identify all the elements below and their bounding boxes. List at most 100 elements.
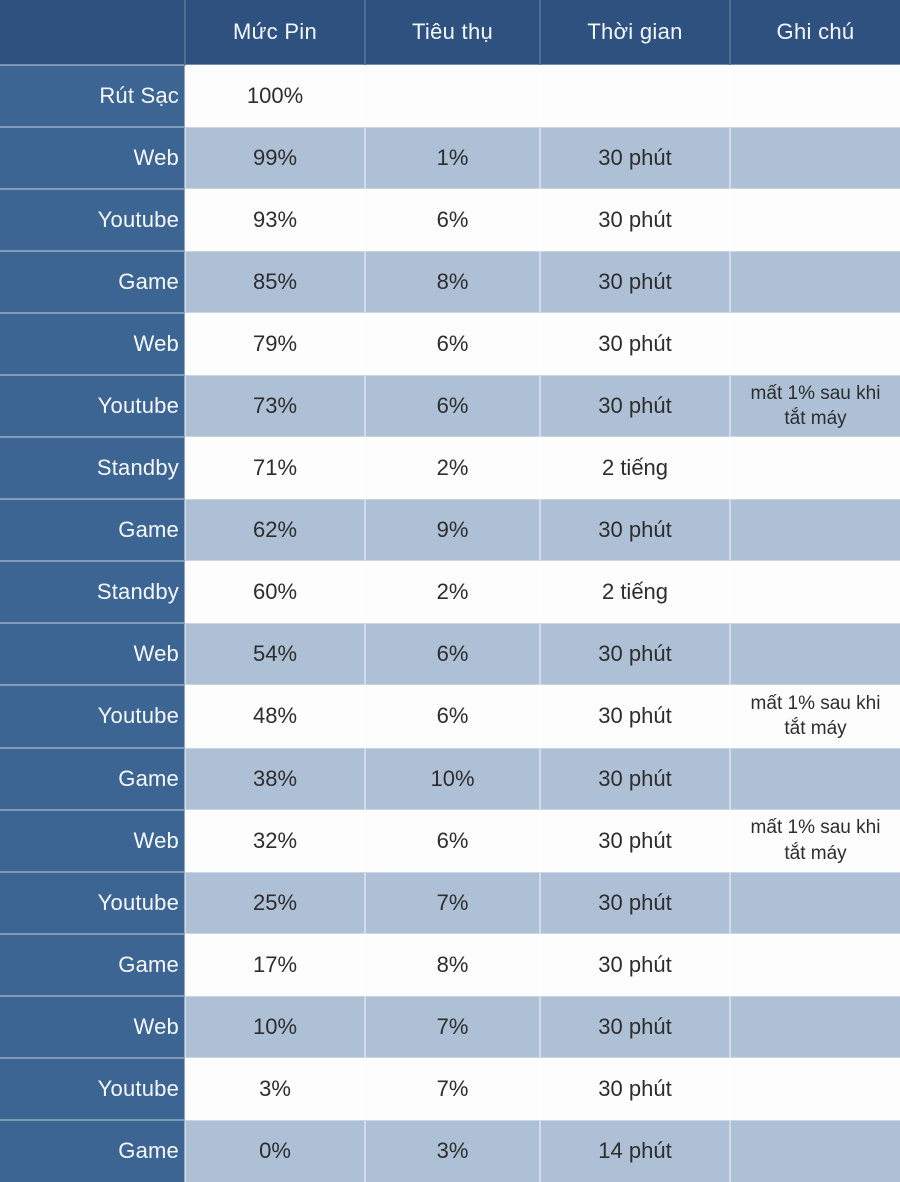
- note-cell: [729, 126, 900, 190]
- consumption-cell: 7%: [364, 870, 540, 934]
- note-cell: [729, 622, 900, 686]
- battery-level-cell: 3%: [184, 1056, 365, 1120]
- battery-level-cell: 62%: [184, 498, 365, 562]
- duration-cell: 30 phút: [539, 188, 730, 252]
- note-cell: [729, 1056, 900, 1120]
- consumption-cell: 9%: [364, 498, 540, 562]
- note-cell: [729, 436, 900, 500]
- note-cell: [729, 188, 900, 252]
- consumption-cell: 6%: [364, 188, 540, 252]
- row-label-cell: Game: [0, 250, 185, 314]
- battery-level-cell: 25%: [184, 870, 365, 934]
- row-label-cell: Web: [0, 312, 185, 376]
- table-row: Game 85% 8% 30 phút: [0, 250, 900, 314]
- battery-level-cell: 99%: [184, 126, 365, 190]
- battery-level-cell: 54%: [184, 622, 365, 686]
- consumption-cell: 7%: [364, 994, 540, 1058]
- battery-level-cell: 10%: [184, 994, 365, 1058]
- battery-level-cell: 48%: [184, 684, 365, 748]
- battery-level-cell: 38%: [184, 746, 365, 810]
- battery-level-cell: 17%: [184, 932, 365, 996]
- row-label-cell: Standby: [0, 560, 185, 624]
- note-cell: [729, 1118, 900, 1182]
- duration-cell: 30 phút: [539, 746, 730, 810]
- battery-level-cell: 32%: [184, 808, 365, 872]
- header-note: Ghi chú: [729, 0, 900, 65]
- duration-cell: 30 phút: [539, 994, 730, 1058]
- consumption-cell: 3%: [364, 1118, 540, 1182]
- note-cell: [729, 870, 900, 934]
- table-row: Youtube 93% 6% 30 phút: [0, 188, 900, 252]
- table-row: Game 62% 9% 30 phút: [0, 498, 900, 562]
- battery-level-cell: 100%: [184, 63, 365, 128]
- header-battery-level: Mức Pin: [184, 0, 365, 65]
- table-row: Web 79% 6% 30 phút: [0, 312, 900, 376]
- note-cell: [729, 250, 900, 314]
- note-cell: [729, 560, 900, 624]
- row-label-cell: Web: [0, 126, 185, 190]
- table-row: Youtube 48% 6% 30 phút mất 1% sau khi tắ…: [0, 684, 900, 748]
- duration-cell: [539, 63, 730, 128]
- row-label-cell: Game: [0, 932, 185, 996]
- row-label-cell: Web: [0, 622, 185, 686]
- row-label-cell: Youtube: [0, 870, 185, 934]
- consumption-cell: 6%: [364, 808, 540, 872]
- duration-cell: 2 tiếng: [539, 560, 730, 624]
- table-row: Standby 71% 2% 2 tiếng: [0, 436, 900, 500]
- table-body: Rút Sạc 100% Web 99% 1% 30 phút Youtube …: [0, 63, 900, 1182]
- consumption-cell: 6%: [364, 374, 540, 438]
- note-cell: mất 1% sau khi tắt máy: [729, 808, 900, 872]
- battery-level-cell: 73%: [184, 374, 365, 438]
- row-label-cell: Game: [0, 1118, 185, 1182]
- note-cell: [729, 498, 900, 562]
- note-cell: [729, 932, 900, 996]
- battery-level-cell: 79%: [184, 312, 365, 376]
- battery-level-cell: 93%: [184, 188, 365, 252]
- consumption-cell: 7%: [364, 1056, 540, 1120]
- duration-cell: 30 phút: [539, 932, 730, 996]
- header-row: Mức Pin Tiêu thụ Thời gian Ghi chú: [0, 0, 900, 65]
- note-cell: [729, 312, 900, 376]
- battery-level-cell: 0%: [184, 1118, 365, 1182]
- duration-cell: 30 phút: [539, 126, 730, 190]
- duration-cell: 30 phút: [539, 684, 730, 748]
- table-row: Youtube 3% 7% 30 phút: [0, 1056, 900, 1120]
- row-label-cell: Web: [0, 808, 185, 872]
- duration-cell: 2 tiếng: [539, 436, 730, 500]
- duration-cell: 30 phút: [539, 1056, 730, 1120]
- table-row: Youtube 73% 6% 30 phút mất 1% sau khi tắ…: [0, 374, 900, 438]
- table-row: Game 17% 8% 30 phút: [0, 932, 900, 996]
- consumption-cell: 10%: [364, 746, 540, 810]
- battery-level-cell: 85%: [184, 250, 365, 314]
- row-label-cell: Standby: [0, 436, 185, 500]
- duration-cell: 30 phút: [539, 870, 730, 934]
- row-label-cell: Youtube: [0, 374, 185, 438]
- duration-cell: 30 phút: [539, 250, 730, 314]
- duration-cell: 14 phút: [539, 1118, 730, 1182]
- note-cell: mất 1% sau khi tắt máy: [729, 684, 900, 748]
- consumption-cell: 2%: [364, 436, 540, 500]
- row-label-cell: Game: [0, 498, 185, 562]
- row-label-cell: Rút Sạc: [0, 63, 185, 128]
- table-row: Game 0% 3% 14 phút: [0, 1118, 900, 1182]
- table-row: Web 32% 6% 30 phút mất 1% sau khi tắt má…: [0, 808, 900, 872]
- table-row: Rút Sạc 100%: [0, 63, 900, 128]
- consumption-cell: 2%: [364, 560, 540, 624]
- note-cell: [729, 63, 900, 128]
- duration-cell: 30 phút: [539, 498, 730, 562]
- header-consumption: Tiêu thụ: [364, 0, 540, 65]
- table-row: Standby 60% 2% 2 tiếng: [0, 560, 900, 624]
- consumption-cell: 6%: [364, 684, 540, 748]
- duration-cell: 30 phút: [539, 374, 730, 438]
- duration-cell: 30 phút: [539, 312, 730, 376]
- consumption-cell: 6%: [364, 312, 540, 376]
- consumption-cell: 8%: [364, 932, 540, 996]
- note-cell: mất 1% sau khi tắt máy: [729, 374, 900, 438]
- duration-cell: 30 phút: [539, 622, 730, 686]
- duration-cell: 30 phút: [539, 808, 730, 872]
- row-label-cell: Game: [0, 746, 185, 810]
- table-header: Mức Pin Tiêu thụ Thời gian Ghi chú: [0, 0, 900, 65]
- row-label-cell: Web: [0, 994, 185, 1058]
- consumption-cell: 8%: [364, 250, 540, 314]
